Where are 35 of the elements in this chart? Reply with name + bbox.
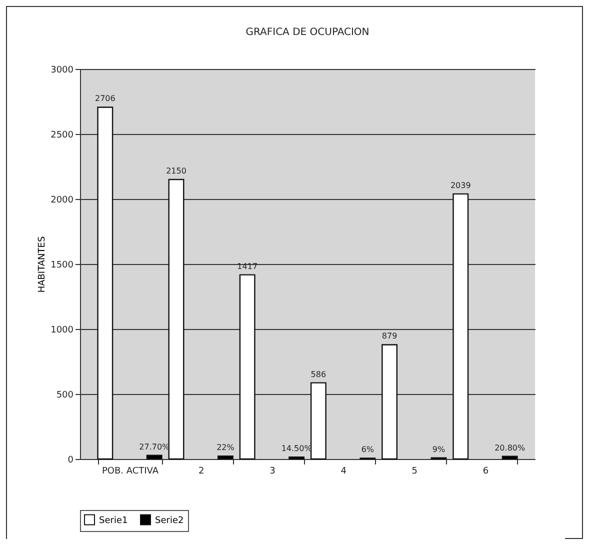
chart-title: GRAFICA DE OCUPACION	[246, 27, 370, 38]
bar	[502, 456, 518, 460]
bar	[382, 344, 398, 460]
data-label: 879	[382, 332, 398, 341]
x-tick-label: 6	[482, 466, 489, 476]
data-label: 586	[310, 370, 326, 379]
x-tick-label: 4	[340, 466, 347, 476]
y-axis-title: HABITANTES	[38, 236, 48, 293]
y-tick-label: 3000	[50, 66, 74, 76]
x-tick-label: 5	[412, 466, 418, 476]
y-tick-label: 0	[68, 456, 74, 466]
x-tick-label: 3	[270, 466, 276, 476]
y-tick-label: 1000	[50, 326, 74, 336]
data-label: 9%	[432, 444, 446, 454]
x-tick-label: POB. ACTIVA	[102, 466, 160, 476]
data-label: 2706	[94, 94, 116, 104]
bar	[452, 193, 469, 460]
x-tick-label: 2	[198, 466, 204, 476]
bar	[239, 274, 256, 460]
bar	[217, 456, 234, 460]
legend-label: Serie2	[155, 516, 184, 526]
data-label: 20.80%	[494, 443, 526, 452]
y-tick-label: 2500	[50, 130, 74, 140]
bar	[97, 106, 114, 460]
data-label: 2150	[166, 166, 186, 176]
data-label: 2039	[450, 180, 471, 190]
data-label: 22%	[216, 443, 235, 452]
bar	[146, 454, 162, 460]
y-tick-label: 2000	[50, 196, 74, 206]
y-tick-label: 500	[56, 390, 74, 400]
bar	[310, 382, 326, 460]
data-label: 6%	[361, 445, 374, 454]
bar	[168, 178, 184, 460]
y-tick-label: 1500	[50, 260, 74, 270]
legend-label: Serie1	[99, 516, 128, 526]
